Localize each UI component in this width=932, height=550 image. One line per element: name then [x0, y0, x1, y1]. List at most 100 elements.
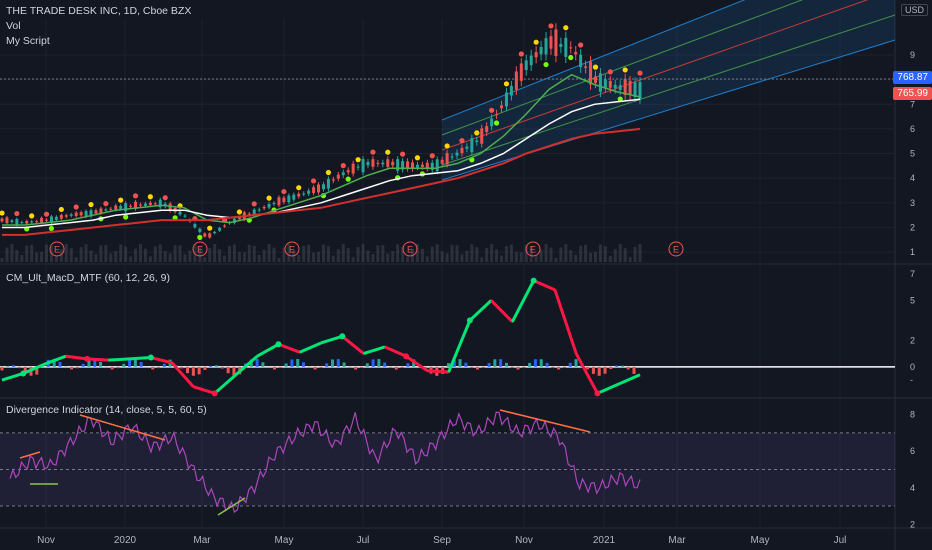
x-tick-label: 2021	[593, 535, 616, 546]
volume-bar	[109, 253, 113, 262]
y-tick-label: 7	[910, 99, 915, 109]
candle-body	[341, 172, 345, 176]
macd-line-segment	[596, 382, 620, 395]
signal-dot	[48, 225, 55, 232]
macd-histogram-bar	[336, 359, 340, 367]
candle-body	[35, 221, 39, 223]
signal-dot	[14, 210, 20, 217]
volume-bar	[272, 247, 276, 262]
candle-body	[465, 146, 469, 149]
candle-body	[356, 166, 360, 168]
candle-body	[49, 216, 53, 223]
volume-bar	[351, 257, 355, 262]
candle-body	[336, 174, 340, 179]
volume-bar	[440, 251, 444, 262]
y-tick-label: 2	[910, 519, 915, 529]
macd-histogram-bar	[528, 362, 532, 367]
macd-line-segment	[341, 335, 365, 355]
volume-bar	[500, 255, 504, 262]
macd-histogram-bar	[493, 359, 497, 367]
candle-body	[193, 224, 197, 228]
signal-dot	[172, 215, 178, 221]
candle-body	[183, 215, 187, 217]
volume-bar	[559, 247, 563, 262]
macd-histogram-bar	[302, 362, 306, 367]
volume-bar	[465, 250, 469, 262]
macd-line-segment	[234, 355, 259, 376]
x-tick-label: Jul	[834, 535, 847, 546]
volume-bar	[480, 257, 484, 262]
candle-body	[574, 51, 578, 55]
volume-bar	[35, 252, 39, 262]
y-tick-label: 0	[910, 362, 915, 372]
macd-histogram-bar	[133, 358, 137, 367]
volume-bar	[490, 244, 494, 262]
macd-histogram-bar	[273, 366, 277, 370]
script-label[interactable]: My Script	[6, 35, 50, 47]
candle-body	[10, 220, 14, 223]
volume-bar	[460, 254, 464, 262]
volume-bar	[297, 254, 301, 262]
divergence-title[interactable]: Divergence Indicator (14, close, 5, 5, 6…	[6, 404, 207, 416]
volume-bar	[509, 244, 513, 262]
y-tick-label: 6	[910, 446, 915, 456]
candle-body	[277, 197, 281, 206]
candle-body	[302, 193, 306, 195]
x-tick-label: May	[275, 535, 294, 546]
volume-bar	[420, 248, 424, 262]
ma-white-line	[2, 98, 641, 229]
volume-bar	[237, 251, 241, 262]
volume-bar	[569, 250, 573, 262]
macd-histogram-bar	[284, 363, 288, 367]
volume-bar	[158, 244, 162, 262]
earnings-label: E	[197, 245, 203, 255]
volume-bar	[287, 244, 291, 262]
macd-histogram-bar	[562, 366, 566, 368]
macd-histogram-bar	[162, 363, 166, 367]
vol-label[interactable]: Vol	[6, 20, 21, 32]
macd-line-segment	[490, 299, 514, 323]
macd-histogram-bar	[278, 366, 282, 368]
volume-bar	[406, 256, 410, 262]
macd-line-segment	[1, 372, 24, 382]
volume-bar	[10, 244, 14, 262]
volume-bar	[277, 257, 281, 262]
signal-dot	[197, 234, 203, 240]
volume-bar	[307, 244, 311, 262]
candle-body	[272, 202, 276, 205]
macd-line-segment	[533, 279, 556, 292]
signal-dot	[236, 209, 242, 215]
candle-body	[138, 204, 142, 206]
macd-histogram-bar	[487, 363, 491, 367]
candle-body	[198, 228, 202, 233]
macd-histogram-bar	[180, 366, 184, 369]
y-tick-label: 7	[910, 269, 915, 279]
candle-body	[628, 80, 632, 95]
macd-histogram-bar	[522, 366, 526, 368]
macd-histogram-bar	[516, 366, 520, 370]
y-tick-label: 1	[910, 247, 915, 257]
divergence-line	[217, 497, 246, 516]
channel-line	[441, 14, 896, 166]
symbol-title: THE TRADE DESK INC, 1D, Cboe BZX	[6, 5, 192, 17]
currency-label[interactable]: USD	[900, 4, 928, 16]
candle-body	[524, 60, 528, 71]
candle-body	[282, 197, 286, 203]
macd-line-segment	[129, 356, 151, 361]
macd-line-segment	[405, 354, 429, 373]
macd-title[interactable]: CM_Ult_MacD_MTF (60, 12, 26, 9)	[6, 272, 170, 284]
candle-body	[124, 203, 128, 212]
candle-body	[381, 162, 385, 165]
candle-body	[25, 220, 29, 224]
candle-body	[638, 82, 642, 99]
macd-histogram-bar	[545, 362, 549, 367]
y-tick-label: 2	[910, 222, 915, 232]
signal-dot	[622, 67, 628, 73]
candle-body	[366, 161, 370, 166]
volume-bar	[163, 251, 167, 262]
candle-body	[579, 54, 583, 68]
candle-body	[361, 159, 365, 173]
macd-histogram-bar	[475, 366, 479, 370]
macd-histogram-bar	[325, 363, 329, 367]
